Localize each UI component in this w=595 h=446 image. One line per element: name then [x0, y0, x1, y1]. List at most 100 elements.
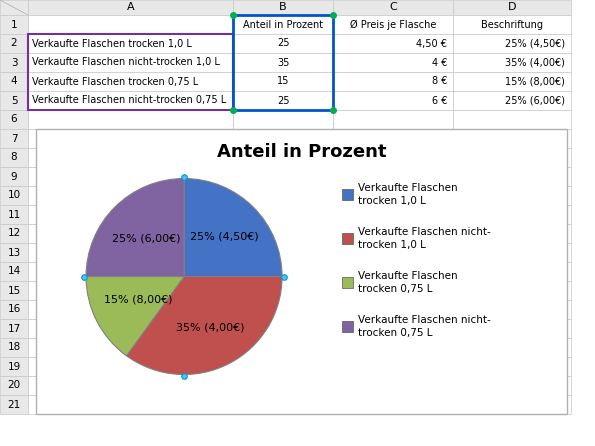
Bar [333, 148, 453, 167]
Bar [28, 148, 233, 167]
Text: 4: 4 [11, 77, 17, 87]
Wedge shape [184, 178, 282, 277]
Bar [333, 72, 453, 91]
Bar [0, 338, 28, 357]
Text: 15% (8,00€): 15% (8,00€) [505, 77, 565, 87]
Bar [333, 91, 453, 110]
Bar [333, 300, 453, 319]
Bar [453, 224, 571, 243]
Bar [233, 243, 333, 262]
Bar [233, 148, 333, 167]
Text: 9: 9 [11, 172, 17, 182]
Text: Verkaufte Flaschen nicht-trocken 1,0 L: Verkaufte Flaschen nicht-trocken 1,0 L [32, 58, 220, 67]
Text: Verkaufte Flaschen trocken 1,0 L: Verkaufte Flaschen trocken 1,0 L [32, 38, 192, 49]
Bar [28, 395, 233, 414]
Bar [233, 15, 333, 34]
Text: 15% (8,00€): 15% (8,00€) [104, 295, 173, 305]
Bar [333, 281, 453, 300]
Text: 13: 13 [7, 248, 21, 257]
Bar [0, 129, 28, 148]
Text: 5: 5 [11, 95, 17, 106]
Bar [0, 0, 28, 15]
Bar [28, 205, 233, 224]
Text: Beschriftung: Beschriftung [481, 20, 543, 29]
Bar [28, 15, 233, 34]
Text: 25% (4,50€): 25% (4,50€) [190, 231, 259, 241]
Bar [233, 376, 333, 395]
Bar [342, 233, 353, 244]
Bar [28, 224, 233, 243]
Bar [233, 72, 333, 91]
Text: 25: 25 [277, 95, 289, 106]
Bar [453, 129, 571, 148]
Bar [233, 167, 333, 186]
Text: A: A [127, 3, 134, 12]
Text: Verkaufte Flaschen
trocken 1,0 L: Verkaufte Flaschen trocken 1,0 L [358, 183, 458, 206]
Text: 2: 2 [11, 38, 17, 49]
Bar [36, 129, 567, 414]
Bar [233, 224, 333, 243]
Bar [453, 34, 571, 53]
Bar [0, 167, 28, 186]
Bar [453, 167, 571, 186]
Bar [28, 262, 233, 281]
Wedge shape [127, 277, 282, 375]
Bar [233, 262, 333, 281]
Bar [453, 91, 571, 110]
Bar [233, 395, 333, 414]
Bar [0, 148, 28, 167]
Bar [0, 243, 28, 262]
Bar [453, 300, 571, 319]
Bar [28, 338, 233, 357]
Bar [453, 0, 571, 15]
Bar [233, 281, 333, 300]
Text: C: C [389, 3, 397, 12]
Text: 1: 1 [11, 20, 17, 29]
Bar [0, 300, 28, 319]
Bar [453, 205, 571, 224]
Bar [28, 72, 233, 91]
Text: 6: 6 [11, 115, 17, 124]
Bar [28, 243, 233, 262]
Text: 18: 18 [7, 343, 21, 352]
Bar [0, 186, 28, 205]
Bar [333, 110, 453, 129]
Bar [28, 34, 233, 110]
Bar [453, 72, 571, 91]
Bar [453, 262, 571, 281]
Text: 12: 12 [7, 228, 21, 239]
Text: 25% (6,00€): 25% (6,00€) [505, 95, 565, 106]
Text: 3: 3 [11, 58, 17, 67]
Bar [0, 357, 28, 376]
Bar [0, 72, 28, 91]
Bar [453, 319, 571, 338]
Bar [28, 186, 233, 205]
Bar [233, 0, 333, 15]
Bar [333, 224, 453, 243]
Text: 4,50 €: 4,50 € [416, 38, 447, 49]
Bar [0, 376, 28, 395]
Text: 21: 21 [7, 400, 21, 409]
Text: 10: 10 [7, 190, 21, 201]
Bar [333, 186, 453, 205]
Bar [28, 0, 233, 15]
Bar [342, 277, 353, 288]
Bar [233, 338, 333, 357]
Bar [453, 110, 571, 129]
Bar [333, 167, 453, 186]
Text: 15: 15 [7, 285, 21, 296]
Text: Verkaufte Flaschen nicht-trocken 0,75 L: Verkaufte Flaschen nicht-trocken 0,75 L [32, 95, 226, 106]
Text: 8 €: 8 € [431, 77, 447, 87]
Bar [28, 110, 233, 129]
Bar [333, 53, 453, 72]
Text: 25: 25 [277, 38, 289, 49]
Bar [233, 15, 333, 110]
Bar [0, 34, 28, 53]
Text: B: B [279, 3, 287, 12]
Bar [233, 319, 333, 338]
Wedge shape [86, 277, 184, 356]
Bar [453, 53, 571, 72]
Text: Anteil in Prozent: Anteil in Prozent [243, 20, 323, 29]
Bar [453, 338, 571, 357]
Text: 8: 8 [11, 153, 17, 162]
